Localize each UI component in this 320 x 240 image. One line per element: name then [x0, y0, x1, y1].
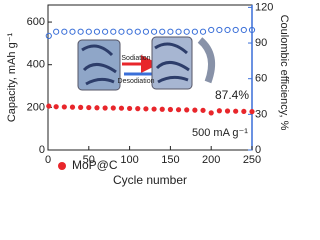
data-point — [134, 28, 141, 35]
x-tick-label: 150 — [161, 154, 179, 166]
data-point — [151, 106, 157, 112]
annotation: 87.4% — [215, 88, 249, 102]
data-point — [150, 28, 158, 35]
data-point — [233, 108, 239, 114]
data-point — [77, 28, 84, 35]
data-point — [102, 28, 109, 35]
data-point — [69, 104, 76, 110]
data-point — [93, 28, 101, 35]
data-point — [175, 28, 182, 35]
data-point — [53, 28, 60, 35]
annotation: 500 mA g⁻¹ — [192, 127, 248, 139]
data-point — [118, 28, 125, 35]
data-point — [159, 28, 166, 35]
inset-label: Desodiation — [118, 78, 155, 85]
data-point — [248, 26, 256, 34]
data-point — [199, 28, 207, 35]
data-point — [159, 106, 165, 112]
y2-tick-label: 0 — [255, 144, 261, 156]
data-point — [224, 108, 231, 114]
data-point — [86, 104, 92, 111]
y2-axis-label: Coulombic efficiency, % — [278, 15, 290, 131]
inset-fiber — [154, 42, 190, 84]
data-point — [216, 108, 222, 114]
data-point — [232, 26, 239, 34]
data-point — [143, 106, 149, 112]
inset-label: Sodiation — [121, 55, 150, 62]
data-point — [118, 105, 125, 111]
data-point — [102, 105, 108, 111]
data-point — [69, 28, 76, 35]
data-point — [200, 107, 206, 113]
x-tick-label: 250 — [243, 154, 261, 166]
data-point — [142, 28, 150, 35]
y-tick-label: 0 — [39, 144, 45, 156]
data-point — [85, 28, 92, 35]
data-point — [45, 32, 52, 40]
data-point — [183, 28, 190, 35]
data-point — [94, 105, 100, 111]
x-tick-label: 50 — [83, 154, 95, 166]
data-point — [175, 107, 182, 113]
data-point — [78, 104, 84, 110]
x-tick-label: 200 — [202, 154, 220, 166]
data-point — [216, 26, 223, 34]
data-point — [191, 28, 198, 35]
data-point — [208, 26, 215, 34]
y-axis-label: Capacity, mAh g⁻¹ — [6, 32, 18, 122]
data-point — [127, 105, 133, 112]
data-point — [167, 106, 173, 113]
y2-tick-label: 30 — [255, 108, 267, 120]
data-point — [224, 26, 231, 34]
y-tick-label: 400 — [27, 59, 45, 71]
data-point — [192, 107, 198, 113]
data-point — [167, 28, 174, 35]
data-point — [249, 109, 255, 115]
x-axis-label: Cycle number — [113, 173, 187, 187]
data-point — [61, 28, 68, 35]
data-point — [53, 104, 59, 110]
inset-fiber — [197, 37, 216, 84]
inset: Sodiation Desodiation — [77, 36, 216, 91]
x-tick-label: 0 — [45, 154, 51, 166]
y2-tick-label: 120 — [255, 1, 273, 13]
data-point — [241, 108, 247, 115]
y-tick-label: 600 — [27, 16, 45, 28]
x-tick-label: 100 — [120, 154, 138, 166]
y-tick-label: 200 — [27, 101, 45, 113]
legend-marker — [58, 162, 66, 170]
data-point — [110, 28, 117, 35]
data-point — [126, 28, 133, 35]
data-point — [184, 107, 190, 113]
data-point — [240, 26, 247, 34]
legend-label: MoP@C — [72, 158, 118, 172]
data-point — [110, 105, 116, 111]
chart: Sodiation Desodiation 0 50 100 150 200 250020… — [6, 1, 290, 187]
y2-tick-label: 90 — [255, 37, 267, 49]
inset-fiber — [81, 44, 117, 86]
data-point — [208, 110, 214, 116]
data-point — [135, 106, 141, 112]
y2-tick-label: 60 — [255, 73, 267, 85]
data-point — [61, 104, 67, 110]
data-point — [46, 103, 52, 109]
